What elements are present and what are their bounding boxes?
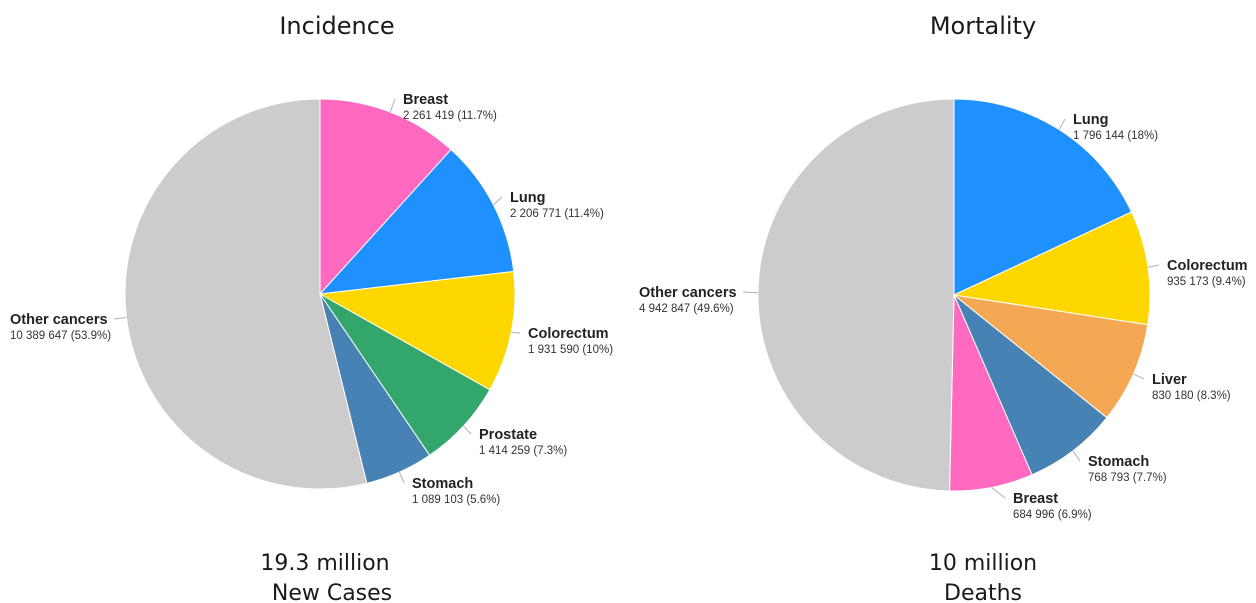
incidence-slices [124,98,516,490]
incidence-leader-colorectum [511,332,521,334]
mortality-total-value: 10 million [929,551,1037,576]
mortality-slice-stomach [953,294,1108,476]
incidence-label-other-cancers: Other cancers [10,312,108,328]
mortality-value-other-cancers: 4 942 847 (49.6%) [639,303,734,315]
incidence-label-stomach: Stomach [412,476,473,492]
incidence-label-breast: Breast [403,92,448,108]
mortality-slice-lung [953,98,1133,296]
incidence-slice-colorectum [318,270,516,391]
incidence-title: Incidence [279,12,394,40]
mortality-leader-colorectum [1147,264,1160,268]
mortality-label-lung: Lung [1073,112,1108,128]
incidence-slice-other-cancers [124,98,368,490]
mortality-label-stomach: Stomach [1088,454,1149,470]
incidence-slice-breast [319,98,452,296]
mortality-value-colorectum: 935 173 (9.4%) [1167,276,1246,288]
mortality-leader-other-cancers [742,291,759,294]
incidence-pie-chart: Incidence Breast 2 261 419 (11.7%) Lung 2 2… [10,12,613,603]
incidence-label-colorectum: Colorectum [528,326,609,342]
incidence-labels: Breast 2 261 419 (11.7%) Lung 2 206 771 (11… [10,92,613,506]
mortality-slice-other-cancers [757,98,955,492]
incidence-value-other-cancers: 10 389 647 (53.9%) [10,330,111,342]
incidence-value-lung: 2 206 771 (11.4%) [510,208,604,220]
mortality-leader-liver [1133,373,1145,380]
mortality-value-liver: 830 180 (8.3%) [1152,390,1231,402]
incidence-leader-breast [389,98,396,113]
mortality-label-liver: Liver [1152,372,1187,388]
mortality-labels: Lung 1 796 144 (18%) Colorectum 935 173 (9.… [639,112,1248,521]
incidence-label-prostate: Prostate [479,427,537,443]
mortality-slices [757,98,1151,492]
incidence-leader-stomach [398,471,405,484]
incidence-leader-other-cancers [113,317,127,320]
incidence-total-caption: New Cases [272,581,392,603]
mortality-leader-lung [1058,118,1066,130]
incidence-slice-lung [318,148,515,295]
mortality-title: Mortality [930,12,1036,40]
mortality-value-breast: 684 996 (6.9%) [1013,509,1092,521]
incidence-leader-lung [493,196,503,206]
mortality-label-colorectum: Colorectum [1167,258,1248,274]
mortality-value-lung: 1 796 144 (18%) [1073,130,1158,142]
mortality-pie-chart: Mortality Lung 1 796 144 (18%) Colorectum 9… [639,12,1248,603]
mortality-label-other-cancers: Other cancers [639,285,737,301]
incidence-value-stomach: 1 089 103 (5.6%) [412,494,500,506]
incidence-total-value: 19.3 million [260,551,389,576]
mortality-leader-stomach [1072,450,1081,462]
incidence-label-lung: Lung [510,190,545,206]
mortality-total-caption: Deaths [944,581,1022,603]
mortality-slice-liver [952,294,1149,419]
mortality-leader-breast [991,487,1006,499]
incidence-leader-prostate [463,425,472,435]
incidence-value-prostate: 1 414 259 (7.3%) [479,445,567,457]
incidence-value-colorectum: 1 931 590 (10%) [528,344,613,356]
mortality-value-stomach: 768 793 (7.7%) [1088,472,1167,484]
incidence-value-breast: 2 261 419 (11.7%) [403,110,497,122]
mortality-label-breast: Breast [1013,491,1058,507]
